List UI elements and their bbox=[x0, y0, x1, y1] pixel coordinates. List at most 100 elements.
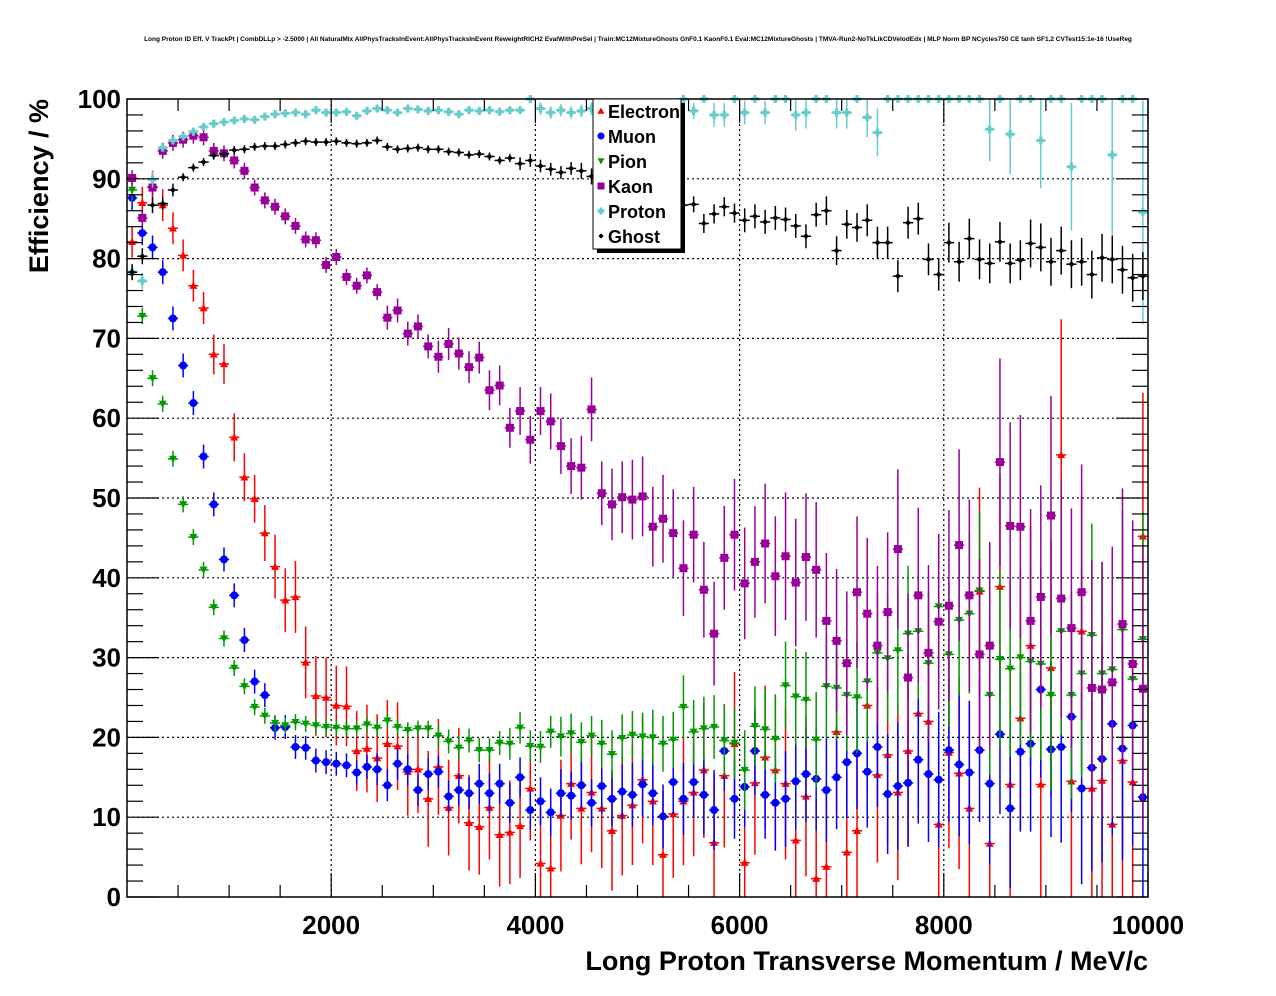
triangle-down-marker bbox=[597, 740, 606, 748]
data-point bbox=[412, 720, 424, 737]
circle-marker bbox=[638, 780, 647, 789]
cross-marker bbox=[763, 108, 767, 117]
triangle-down-marker bbox=[618, 734, 627, 743]
diamond-marker bbox=[854, 224, 861, 231]
circle-marker bbox=[1016, 747, 1025, 756]
diamond-marker bbox=[690, 201, 697, 208]
triangle-down-marker bbox=[168, 455, 177, 463]
data-point bbox=[331, 249, 342, 265]
data-point bbox=[239, 453, 250, 502]
cross-marker bbox=[589, 104, 594, 113]
data-point bbox=[402, 321, 413, 346]
data-point bbox=[361, 716, 373, 733]
data-point bbox=[157, 260, 168, 285]
diamond-marker bbox=[323, 139, 330, 146]
triangle-down-marker bbox=[260, 712, 269, 720]
circle-marker bbox=[373, 765, 382, 774]
data-point bbox=[433, 340, 444, 373]
cross-marker bbox=[1039, 136, 1043, 145]
square-marker bbox=[465, 363, 474, 372]
cross-marker bbox=[447, 107, 451, 116]
data-point bbox=[933, 533, 944, 710]
legend-entry-kaon: Kaon bbox=[597, 177, 653, 197]
square-marker bbox=[965, 591, 974, 600]
triangle-up-marker bbox=[413, 765, 422, 773]
cross-marker bbox=[498, 107, 502, 116]
data-point bbox=[178, 239, 189, 272]
data-point bbox=[137, 209, 148, 226]
data-point bbox=[178, 173, 189, 182]
data-point bbox=[208, 492, 219, 517]
data-point bbox=[790, 648, 801, 745]
data-point bbox=[790, 99, 801, 131]
cross-marker bbox=[375, 104, 379, 113]
square-marker bbox=[240, 166, 249, 175]
cross-marker bbox=[579, 106, 583, 115]
diamond-marker bbox=[956, 258, 963, 265]
data-point bbox=[1025, 509, 1036, 733]
diamond-marker bbox=[231, 147, 238, 154]
circle-marker bbox=[209, 500, 218, 509]
data-point bbox=[1117, 488, 1128, 760]
y-tick-label: 40 bbox=[92, 563, 121, 593]
square-marker bbox=[342, 272, 351, 281]
data-point bbox=[790, 213, 801, 238]
circle-marker bbox=[495, 779, 504, 788]
square-marker bbox=[454, 349, 463, 358]
triangle-down-marker bbox=[332, 724, 341, 732]
data-point bbox=[555, 769, 567, 818]
cross-marker bbox=[457, 110, 461, 119]
data-point bbox=[535, 159, 546, 173]
data-point bbox=[739, 208, 750, 233]
x-tick-label: 10000 bbox=[1112, 910, 1184, 940]
diamond-marker bbox=[792, 222, 799, 229]
circle-marker bbox=[465, 789, 474, 798]
triangle-down-marker bbox=[209, 604, 218, 612]
diamond-marker bbox=[435, 146, 442, 153]
data-point bbox=[617, 763, 628, 820]
triangle-down-marker bbox=[352, 725, 361, 733]
data-point bbox=[688, 196, 699, 213]
data-point bbox=[576, 162, 587, 179]
triangle-down-marker bbox=[301, 720, 310, 728]
data-point bbox=[127, 170, 138, 186]
data-point bbox=[463, 351, 475, 384]
legend-entry-electron: Electron bbox=[597, 102, 680, 122]
diamond-marker bbox=[292, 139, 299, 146]
triangle-up-marker bbox=[199, 304, 208, 312]
data-point bbox=[770, 205, 781, 230]
data-point bbox=[443, 107, 454, 116]
data-point bbox=[310, 717, 321, 734]
data-point bbox=[872, 565, 883, 726]
square-marker bbox=[301, 235, 310, 244]
cross-marker bbox=[875, 128, 880, 137]
square-marker bbox=[332, 253, 341, 262]
circle-marker bbox=[219, 555, 228, 564]
data-point bbox=[719, 704, 730, 777]
data-point bbox=[984, 99, 995, 162]
data-point bbox=[351, 139, 362, 148]
data-point bbox=[882, 532, 893, 692]
data-point bbox=[821, 553, 832, 689]
data-point bbox=[504, 727, 515, 760]
data-point bbox=[341, 107, 352, 116]
triangle-down-marker bbox=[413, 725, 422, 733]
data-point bbox=[382, 769, 393, 802]
data-point bbox=[249, 142, 260, 151]
data-point bbox=[739, 527, 750, 640]
data-point bbox=[229, 146, 240, 155]
data-point bbox=[137, 272, 148, 289]
square-marker bbox=[710, 629, 719, 638]
data-point bbox=[1137, 545, 1148, 833]
circle-marker bbox=[403, 765, 412, 774]
circle-marker bbox=[904, 778, 913, 787]
data-point bbox=[647, 486, 658, 567]
data-point bbox=[902, 593, 914, 762]
diamond-marker bbox=[843, 221, 850, 228]
data-point bbox=[800, 493, 812, 621]
data-point bbox=[923, 243, 934, 276]
data-point bbox=[984, 541, 995, 750]
data-point bbox=[218, 630, 230, 647]
data-point bbox=[290, 735, 301, 759]
square-marker bbox=[985, 641, 994, 650]
